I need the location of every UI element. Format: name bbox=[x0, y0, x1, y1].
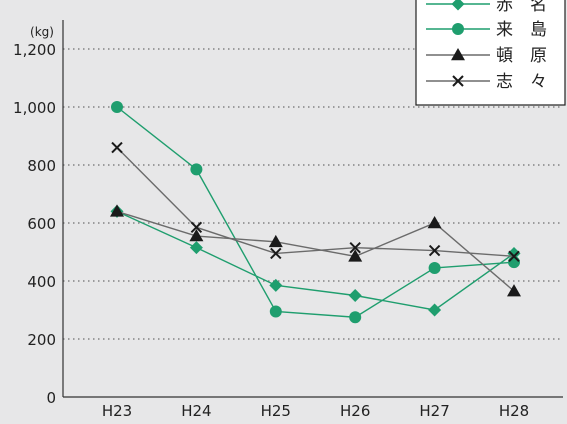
data-point bbox=[428, 244, 441, 257]
legend-label: 来 島 bbox=[496, 20, 547, 40]
data-point bbox=[348, 249, 363, 262]
x-marker-stroke bbox=[111, 141, 123, 154]
data-point bbox=[110, 204, 124, 217]
axis-layer: 0 200 400 600 800 1,000 1,200 H23 H24 H25 H26 H27 H2… bbox=[13, 20, 563, 420]
legend-marker bbox=[451, 0, 465, 11]
x-tick-label: H28 bbox=[499, 402, 529, 420]
data-point bbox=[189, 241, 203, 255]
series-line bbox=[116, 210, 515, 311]
y-axis-unit: (kg) bbox=[30, 25, 54, 39]
legend-label: 志 々 bbox=[496, 72, 547, 92]
y-tick-label: 800 bbox=[27, 157, 56, 175]
data-point bbox=[349, 311, 362, 324]
data-point bbox=[190, 163, 203, 176]
y-tick-label: 200 bbox=[27, 331, 56, 349]
data-point bbox=[268, 234, 283, 248]
legend: 赤 名来 島頓 原志 々 bbox=[415, 0, 566, 106]
data-point bbox=[508, 256, 520, 269]
legend-marker bbox=[451, 48, 465, 61]
series-line bbox=[116, 147, 515, 258]
x-tick-label: H23 bbox=[102, 402, 132, 420]
data-point bbox=[270, 247, 282, 260]
data-point bbox=[269, 278, 283, 292]
y-tick-label: 600 bbox=[27, 215, 56, 233]
data-point bbox=[428, 261, 441, 274]
data-point bbox=[189, 229, 204, 242]
data-point bbox=[428, 303, 442, 317]
legend-label: 頓 原 bbox=[496, 46, 547, 66]
legend-marker bbox=[452, 75, 464, 87]
x-marker-stroke bbox=[452, 75, 464, 87]
data-point bbox=[507, 284, 521, 297]
data-point bbox=[427, 216, 442, 229]
title-fragment bbox=[0, 0, 260, 6]
data-point bbox=[111, 141, 123, 154]
x-tick-label: H26 bbox=[340, 402, 370, 420]
series-line bbox=[116, 210, 515, 292]
data-point bbox=[190, 221, 203, 234]
y-tick-label: 0 bbox=[46, 389, 56, 407]
x-marker-stroke bbox=[349, 241, 361, 254]
data-point bbox=[349, 241, 361, 254]
data-point bbox=[348, 289, 362, 302]
grid-layer bbox=[63, 48, 563, 340]
x-marker-stroke bbox=[428, 244, 441, 257]
data-point bbox=[508, 250, 520, 263]
y-tick-label: 400 bbox=[27, 273, 56, 291]
series-layer bbox=[110, 101, 521, 324]
data-point bbox=[269, 305, 282, 318]
y-tick-label: 1,200 bbox=[13, 41, 56, 59]
legend-box bbox=[415, 0, 566, 106]
series-line bbox=[116, 106, 515, 318]
x-tick-label: H27 bbox=[419, 402, 449, 420]
x-marker-stroke bbox=[508, 250, 520, 263]
x-tick-label: H24 bbox=[181, 402, 211, 420]
legend-label: 赤 名 bbox=[496, 0, 547, 15]
x-tick-label: H25 bbox=[261, 402, 291, 420]
legend-marker bbox=[452, 23, 464, 35]
y-tick-label: 1,000 bbox=[13, 99, 56, 117]
x-marker-stroke bbox=[270, 247, 282, 260]
data-point bbox=[507, 246, 521, 260]
x-marker-stroke bbox=[190, 221, 203, 234]
data-point bbox=[111, 101, 123, 113]
